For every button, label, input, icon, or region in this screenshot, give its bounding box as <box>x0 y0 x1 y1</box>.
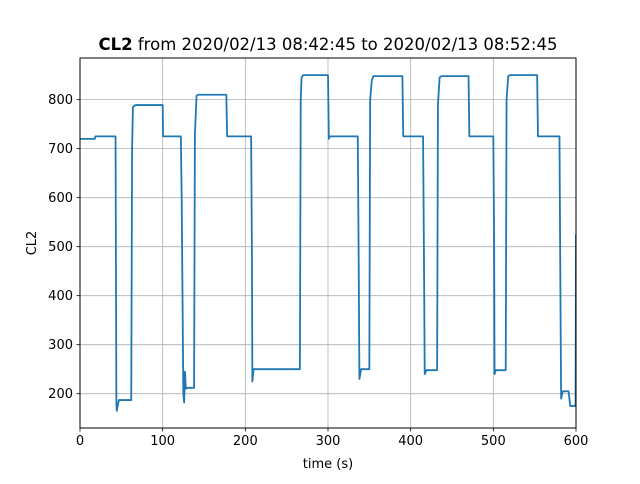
chart-title: CL2 from 2020/02/13 08:42:45 to 2020/02/… <box>99 35 558 54</box>
x-tick-label: 200 <box>233 434 258 449</box>
tick-labels: 0 100 200 300 400 500 600 200 300 400 500 600 700 800 <box>48 93 588 449</box>
y-tick-label: 500 <box>48 240 73 255</box>
y-tick-label: 400 <box>48 289 73 304</box>
tick-marks <box>76 99 577 432</box>
x-tick-label: 500 <box>481 434 506 449</box>
series-layer <box>80 74 576 412</box>
y-tick-label: 800 <box>48 93 73 108</box>
chart-title-bold: CL2 <box>99 35 133 54</box>
x-tick-label: 0 <box>76 434 84 449</box>
y-tick-label: 700 <box>48 142 73 157</box>
y-axis-label: CL2 <box>25 231 40 256</box>
series-line-1 <box>80 74 576 412</box>
y-tick-label: 300 <box>48 338 73 353</box>
y-tick-label: 600 <box>48 191 73 206</box>
x-axis-label: time (s) <box>303 457 353 472</box>
x-tick-label: 400 <box>398 434 423 449</box>
x-tick-label: 300 <box>316 434 341 449</box>
chart-title-rest: from 2020/02/13 08:42:45 to 2020/02/13 0… <box>133 35 558 54</box>
x-tick-label: 600 <box>564 434 589 449</box>
x-tick-label: 100 <box>150 434 175 449</box>
y-tick-label: 200 <box>48 387 73 402</box>
